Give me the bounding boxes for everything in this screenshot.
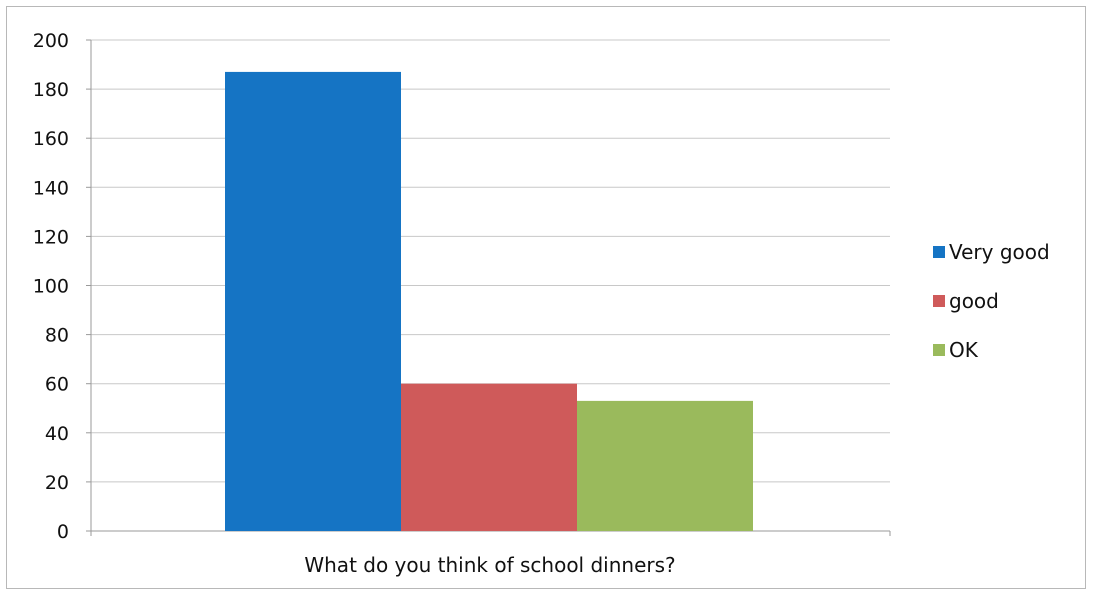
y-tick-label: 0 (57, 521, 69, 543)
y-tick-label: 60 (45, 374, 69, 396)
y-tick-label: 80 (45, 325, 69, 347)
legend-swatch (933, 246, 945, 258)
bars (225, 71, 753, 531)
y-tick-label: 100 (33, 276, 69, 298)
bar-good (401, 383, 577, 531)
y-tick-label: 120 (33, 226, 69, 248)
x-axis: What do you think of school dinners? (304, 553, 675, 577)
chart-frame: 0 20 40 60 80 100 120 140 160 180 200 What do you … (6, 6, 1086, 589)
y-tick-label: 140 (33, 177, 69, 199)
x-axis-label: What do you think of school dinners? (304, 553, 675, 577)
y-tick-label: 200 (33, 30, 69, 52)
y-tick-label: 20 (45, 472, 69, 494)
gridlines (91, 39, 890, 532)
legend-swatch (933, 344, 945, 356)
bar-chart: 0 20 40 60 80 100 120 140 160 180 200 What do you … (33, 30, 1050, 577)
y-tick-label: 40 (45, 423, 69, 445)
legend: Very good good OK (933, 240, 1050, 362)
bar-very-good (225, 71, 401, 531)
legend-swatch (933, 295, 945, 307)
y-tick-label: 180 (33, 79, 69, 101)
y-axis: 0 20 40 60 80 100 120 140 160 180 200 (33, 30, 891, 543)
y-tick-label: 160 (33, 128, 69, 150)
bar-ok (577, 400, 753, 531)
legend-label: Very good (949, 240, 1050, 264)
legend-label: good (949, 289, 999, 313)
legend-label: OK (949, 338, 979, 362)
